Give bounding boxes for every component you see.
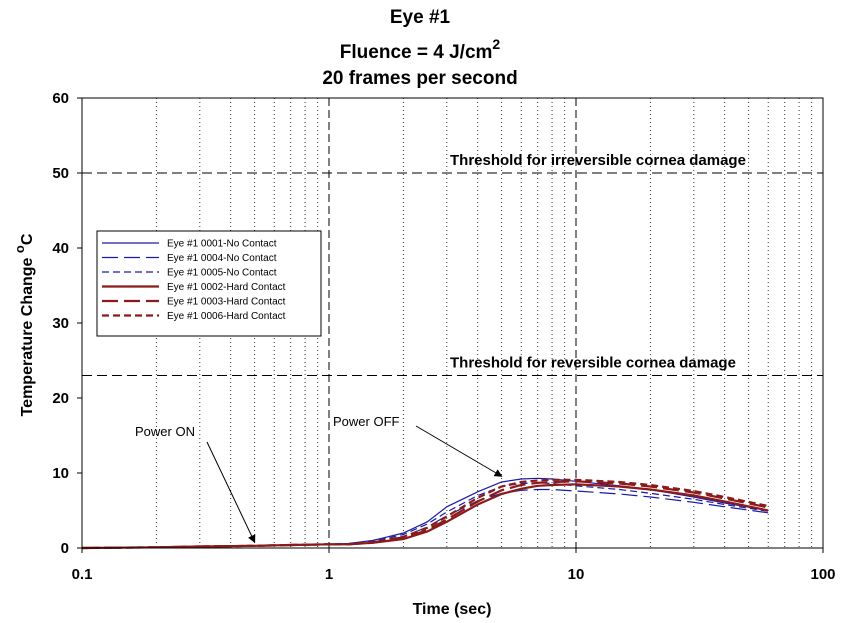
threshold-label: Threshold for reversible cornea damage	[450, 355, 736, 372]
annotations: Power ON Power OFF	[135, 414, 503, 544]
series-lines	[81, 477, 769, 550]
legend-entry: Eye #1 0005-No Contact	[167, 268, 277, 279]
y-tick-label: 60	[52, 90, 69, 107]
y-tick-label: 30	[52, 315, 69, 332]
legend-entry: Eye #1 0002-Hard Contact	[167, 282, 286, 293]
x-tick-label: 0.1	[72, 566, 93, 583]
chart-title-line2: Fluence = 4 J/cm2	[340, 36, 501, 63]
series-line-2	[81, 488, 769, 549]
legend-entry: Eye #1 0006-Hard Contact	[167, 311, 286, 322]
x-axis-label: Time (sec)	[413, 601, 492, 618]
chart-title-line1: Eye #1	[390, 7, 451, 28]
y-tick-label: 0	[61, 540, 69, 557]
x-tick-label: 10	[568, 566, 585, 583]
chart-title-line3: 20 frames per second	[322, 68, 517, 89]
annotation-label: Power ON	[135, 424, 195, 439]
y-tick-label: 10	[52, 465, 69, 482]
x-tick-label: 100	[810, 566, 835, 583]
x-tick-label: 1	[325, 566, 333, 583]
legend-box	[96, 230, 322, 337]
legend-entry: Eye #1 0001-No Contact	[167, 239, 277, 250]
legend: Eye #1 0001-No Contact Eye #1 0004-No Con…	[96, 230, 322, 337]
legend-entry: Eye #1 0003-Hard Contact	[167, 297, 286, 308]
legend-entry: Eye #1 0004-No Contact	[167, 253, 277, 264]
reference-lines: Threshold for irreversible cornea damage…	[82, 152, 823, 376]
y-tick-label: 20	[52, 390, 69, 407]
series-line-6	[81, 478, 769, 550]
series-line-4	[81, 483, 769, 550]
y-tick-label: 40	[52, 240, 69, 257]
y-tick-label: 50	[52, 165, 69, 182]
annotation-arrow	[415, 425, 503, 477]
threshold-label: Threshold for irreversible cornea damage	[450, 152, 746, 169]
y-axis-label: Temperature Change oC	[12, 233, 36, 416]
annotation-arrow	[206, 441, 256, 544]
axis-ticks: 0.1 1 10 100 0 10 20 30 40 50 60	[52, 90, 835, 583]
annotation-label: Power OFF	[333, 414, 400, 429]
